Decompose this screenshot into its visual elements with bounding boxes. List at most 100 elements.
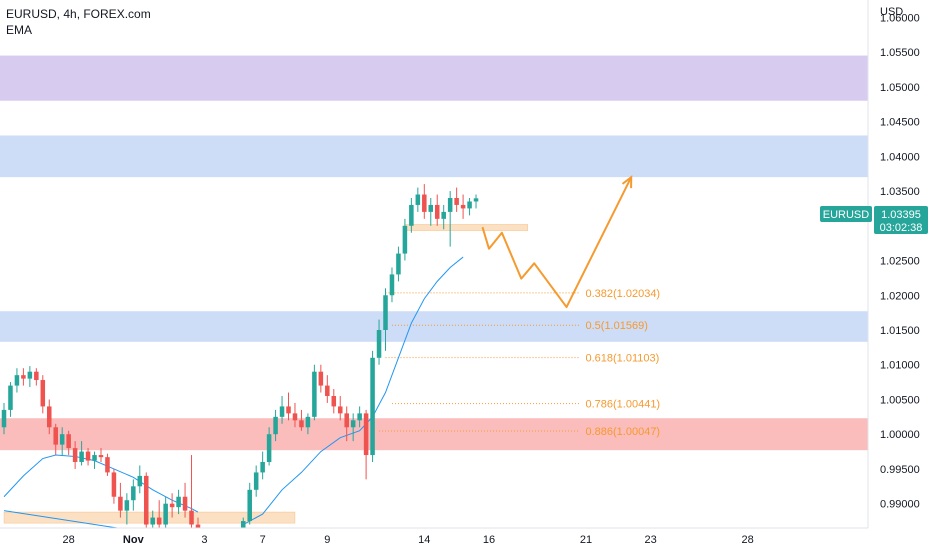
symbol-badge-bg	[820, 206, 872, 222]
currency-label: USD	[880, 6, 903, 18]
candle-body	[169, 503, 175, 508]
price-axis-bg[interactable]	[868, 0, 932, 528]
candle	[163, 496, 168, 528]
zone-purple-0	[0, 55, 868, 101]
x-tick-label-8: 23	[644, 534, 656, 546]
x-tick-label-4: 9	[324, 534, 330, 546]
candle-body	[376, 330, 382, 358]
candle-body	[143, 475, 149, 525]
y-tick-label-12: 1.00000	[880, 429, 920, 441]
y-tick-label-2: 1.05000	[880, 82, 920, 94]
candle	[85, 448, 91, 466]
candle	[98, 448, 104, 462]
symbol-badge-text: EURUSD	[823, 209, 870, 221]
candle-body	[21, 375, 26, 379]
candle-body	[247, 489, 252, 522]
projection-path	[481, 176, 633, 309]
y-tick-label-9: 1.01500	[880, 325, 920, 337]
candle	[383, 288, 388, 351]
time-axis-bg[interactable]	[0, 528, 932, 550]
candle	[376, 319, 382, 365]
chart-legend: EURUSD, 4h, FOREX.com EMA	[6, 6, 151, 38]
candle	[131, 479, 136, 511]
candle-body	[150, 517, 155, 525]
candle	[156, 500, 162, 532]
candle-body	[370, 357, 375, 456]
candle	[111, 468, 117, 504]
candle	[312, 364, 317, 421]
candle-body	[415, 194, 421, 205]
candle	[441, 204, 446, 230]
fib-label-3: 0.786(1.00441)	[585, 399, 660, 411]
candle-body	[53, 427, 58, 445]
candle	[260, 451, 265, 480]
y-tick-label-10: 1.01000	[880, 360, 920, 372]
indicator-label[interactable]: EMA	[6, 23, 33, 37]
candle-body	[441, 211, 446, 219]
candle-body	[357, 413, 362, 421]
zone-small-0	[404, 224, 529, 231]
zone-red-3	[0, 418, 868, 451]
candle	[305, 413, 311, 435]
candle-body	[422, 194, 427, 212]
candle-body	[389, 274, 395, 296]
candle-body	[182, 496, 188, 511]
projection-layer	[481, 175, 633, 309]
price-axis: USD	[867, 0, 932, 528]
fib-layer: 0.382(1.02034) 0.5(1.01569) 0.618(1.01103)…	[379, 288, 660, 438]
x-tick-label-6: 16	[483, 534, 495, 546]
candle	[182, 482, 188, 518]
candle	[92, 451, 97, 469]
candle	[331, 389, 337, 414]
candle	[72, 441, 78, 469]
candle-body	[72, 448, 78, 462]
candle	[253, 465, 259, 497]
candle	[415, 187, 421, 212]
y-tick-label-5: 1.03500	[880, 186, 920, 198]
x-tick-label-1: Nov	[123, 534, 145, 546]
candle-body	[279, 406, 285, 417]
candle-body	[40, 380, 46, 407]
fib-label-4: 0.886(1.00047)	[585, 426, 660, 438]
candle	[266, 427, 272, 466]
fib-label-2: 0.618(1.01103)	[585, 353, 659, 365]
candle	[59, 427, 65, 456]
y-tick-label-13: 0.99500	[880, 464, 920, 476]
candle-body	[118, 496, 123, 511]
candle-body	[266, 434, 272, 462]
candle-body	[47, 406, 52, 428]
candle-body	[79, 451, 84, 462]
ema-line-1	[243, 256, 464, 525]
candle	[1, 402, 7, 435]
candle-body	[156, 517, 162, 525]
candle-body	[467, 201, 472, 209]
candle-countdown: 03:02:38	[880, 222, 923, 234]
candle-body	[1, 409, 7, 428]
candle-body	[163, 503, 168, 525]
candle-body	[14, 375, 20, 386]
candle	[318, 364, 324, 393]
candle	[124, 493, 130, 525]
candle-body	[98, 455, 104, 458]
candle	[344, 406, 349, 442]
candle-body	[337, 406, 343, 414]
symbol-title[interactable]: EURUSD, 4h, FOREX.com	[6, 7, 151, 21]
ema-layer	[3, 256, 464, 532]
candle	[370, 350, 375, 462]
candle-body	[363, 413, 369, 456]
candle	[118, 482, 123, 518]
candle-body	[59, 434, 65, 445]
candle	[292, 402, 298, 428]
candle	[447, 191, 453, 247]
candle	[247, 482, 252, 525]
fib-label-0: 0.382(1.02034)	[585, 288, 660, 300]
candle-body	[124, 500, 130, 511]
candle-body	[318, 371, 324, 386]
candle-body	[253, 472, 259, 490]
zone-blue-1	[0, 135, 868, 178]
candle	[176, 489, 181, 515]
candle	[189, 455, 194, 532]
y-tick-label-1: 1.05500	[880, 47, 920, 59]
candle-body	[176, 496, 181, 508]
